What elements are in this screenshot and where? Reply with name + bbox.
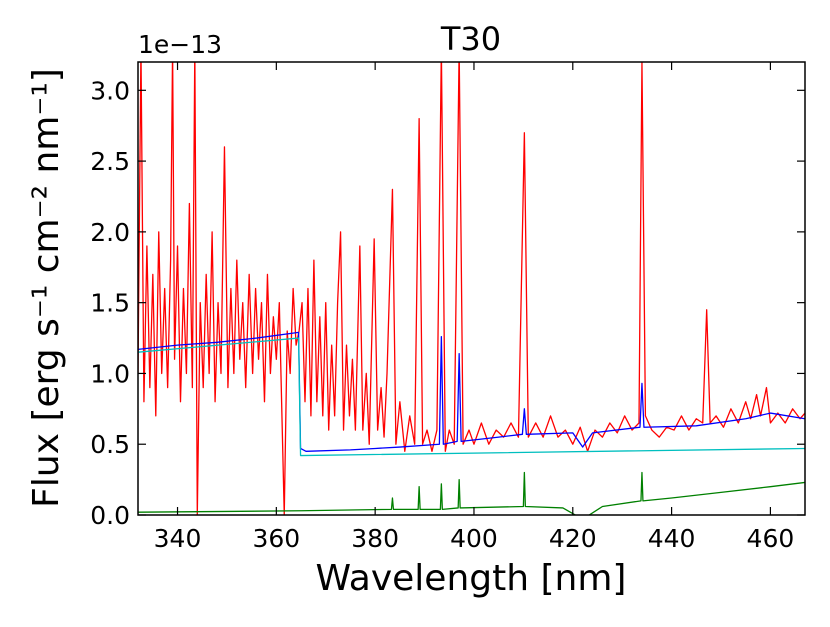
series-line	[138, 337, 805, 457]
y-tick-label: 2.5	[90, 147, 130, 176]
y-tick-label: 3.0	[90, 76, 130, 105]
plot-frame	[137, 61, 806, 516]
x-tick-label: 380	[351, 524, 399, 553]
y-tick-label: 0.0	[90, 501, 130, 530]
y-tick-label: 1.0	[90, 359, 130, 388]
chart-title: T30	[440, 20, 501, 58]
x-tick-label: 400	[450, 524, 498, 553]
series-line	[138, 62, 805, 515]
y-offset-label: 1e−13	[138, 30, 222, 59]
y-tick-label: 1.5	[90, 289, 130, 318]
x-tick-label: 340	[154, 524, 202, 553]
x-tick-label: 460	[747, 524, 795, 553]
series-line	[138, 471, 805, 515]
x-tick-label: 360	[252, 524, 300, 553]
x-axis-label: Wavelength [nm]	[316, 558, 627, 599]
x-tick-label: 440	[648, 524, 696, 553]
plot-area	[138, 62, 805, 515]
y-tick-label: 2.0	[90, 218, 130, 247]
x-tick-label: 420	[549, 524, 597, 553]
y-axis-label: Flux [erg s⁻¹ cm⁻² nm⁻¹]	[26, 68, 67, 508]
y-tick-label: 0.5	[90, 430, 130, 459]
